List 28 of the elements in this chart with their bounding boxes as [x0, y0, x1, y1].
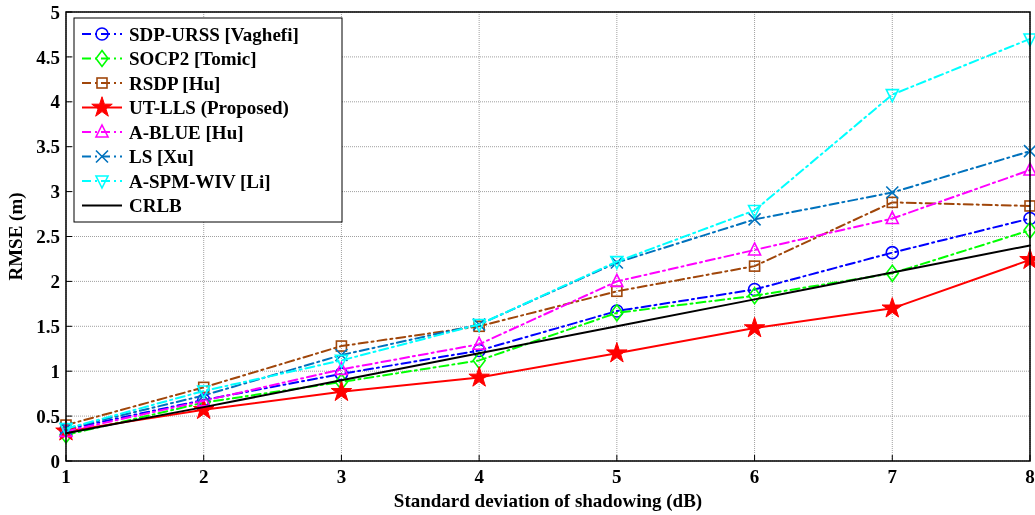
- x-tick-label: 8: [1025, 466, 1035, 487]
- x-tick-label: 2: [198, 466, 209, 487]
- y-tick-label: 0: [50, 450, 60, 472]
- y-tick-label: 2: [50, 271, 60, 293]
- y-tick-label: 5: [50, 1, 60, 23]
- y-tick-label: 4.5: [36, 46, 60, 68]
- legend-label: UT-LLS (Proposed): [129, 97, 289, 120]
- legend-label: SDP-URSS [Vaghefi]: [129, 23, 299, 45]
- x-tick-label: 4: [474, 466, 485, 487]
- x-axis-title: Standard deviation of shadowing (dB): [393, 490, 703, 512]
- x-tick-label: 6: [749, 466, 760, 487]
- legend-label: A-BLUE [Hu]: [129, 121, 244, 143]
- y-tick-label: 3.5: [36, 136, 60, 158]
- x-tick-label: 3: [336, 466, 347, 487]
- y-tick-label: 0.5: [36, 405, 60, 427]
- legend-label: RSDP [Hu]: [129, 72, 221, 94]
- legend-label: A-SPM-WIV [Li]: [129, 170, 271, 192]
- legend-label: LS [Xu]: [129, 146, 194, 168]
- y-tick-label: 2.5: [36, 226, 60, 248]
- y-axis-title: RMSE (m): [5, 192, 27, 281]
- y-tick-label: 4: [50, 91, 61, 113]
- x-tick-label: 7: [887, 466, 898, 487]
- y-tick-label: 1.5: [36, 315, 60, 337]
- y-tick-label: 3: [50, 181, 60, 203]
- y-tick-label: 1: [50, 360, 60, 382]
- x-tick-label: 5: [612, 466, 622, 487]
- legend-label: CRLB: [129, 195, 183, 217]
- legend-label: SOCP2 [Tomic]: [129, 48, 257, 70]
